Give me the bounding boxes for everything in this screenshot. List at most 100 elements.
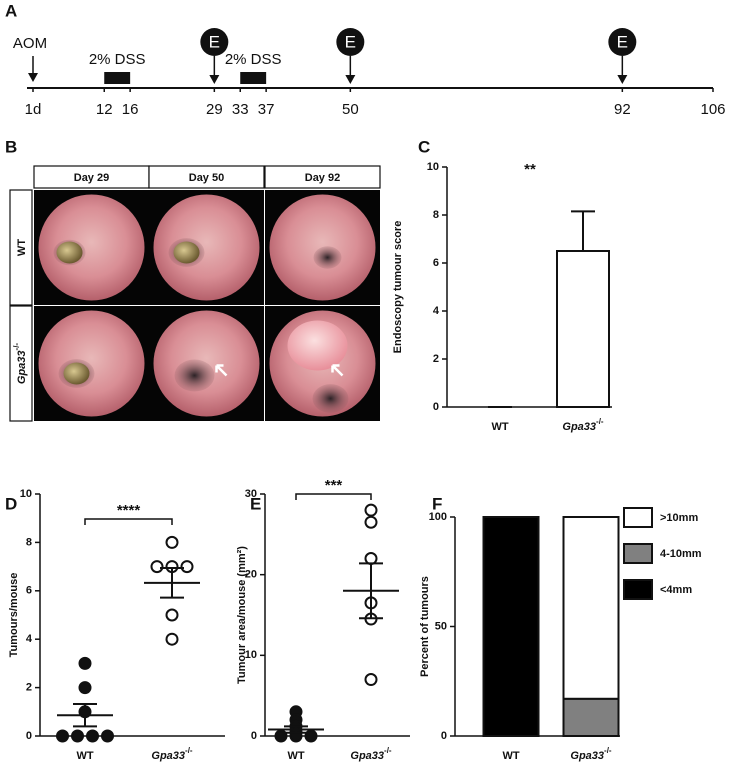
y-tick-label: 0 [251, 730, 257, 742]
data-point [165, 632, 179, 646]
significance-bracket [84, 518, 173, 525]
x-tick-label: WT [491, 421, 508, 433]
bar-segment [562, 516, 620, 700]
data-point [71, 729, 84, 743]
image-arrow [215, 364, 228, 377]
tick-label: 16 [122, 101, 139, 118]
image-stool [63, 362, 90, 385]
category-superscript: -/- [604, 746, 612, 755]
category-name: WT [287, 750, 304, 762]
data-point [56, 729, 69, 743]
x-tick-label: Gpa33-/- [350, 746, 392, 762]
y-tick-label: 0 [26, 730, 32, 742]
x-tick-label: WT [502, 750, 519, 762]
image-arrow [331, 364, 344, 377]
y-axis-label: Tumours/mouse [8, 573, 20, 658]
tick-label: 106 [700, 101, 725, 118]
treatment-bar [104, 72, 131, 84]
row-header-box [9, 305, 33, 422]
category-superscript: -/- [384, 746, 392, 755]
arrow-head [345, 75, 356, 84]
data-point [78, 681, 92, 695]
y-tick-label: 0 [441, 730, 447, 742]
endoscopy-marker [608, 28, 637, 56]
panel-letter: B [5, 137, 17, 156]
data-point [78, 656, 92, 670]
data-point [101, 729, 114, 743]
image-tumour [287, 320, 348, 371]
image-tissue [153, 194, 260, 301]
arrow-head [28, 73, 38, 82]
significance: *** [325, 477, 343, 494]
y-tick-label: 8 [433, 209, 439, 221]
x-tick-label: WT [76, 750, 93, 762]
category-name: WT [502, 750, 519, 762]
sem-bar [73, 703, 97, 728]
panel-letter: A [5, 1, 17, 20]
panel-letter: D [5, 494, 17, 513]
category-superscript: -/- [185, 746, 193, 755]
significance-bracket [295, 493, 372, 500]
image-tissue [38, 194, 145, 301]
row-name: WT [16, 239, 28, 256]
y-axis-label: Endoscopy tumour score [392, 221, 404, 354]
category-superscript: -/- [596, 417, 604, 426]
row-superscript: -/- [12, 343, 21, 351]
row-header: WT [16, 239, 28, 256]
row-name: Gpa33 [16, 350, 28, 384]
data-point [86, 729, 99, 743]
tick-label: 33 [232, 101, 249, 118]
image-tissue [38, 310, 145, 417]
category-name: Gpa33 [570, 750, 604, 762]
tick-label: 92 [614, 101, 631, 118]
data-point [150, 560, 164, 574]
endoscopy-label: E [209, 32, 220, 51]
category-name: WT [491, 421, 508, 433]
legend-label: >10mm [660, 512, 698, 524]
bar-segment [482, 516, 540, 737]
image-lumen [174, 359, 215, 392]
bar-segment [562, 697, 620, 738]
legend-label: <4mm [660, 584, 692, 596]
significance: ** [524, 161, 536, 178]
arrow-head [617, 75, 628, 84]
column-header: Day 50 [189, 172, 224, 184]
y-axis-label: Percent of tumours [419, 576, 431, 677]
legend-swatch [623, 507, 653, 528]
endoscopy-label: E [617, 32, 628, 51]
y-tick-label: 4 [433, 305, 440, 317]
treatment-label: 2% DSS [225, 51, 282, 68]
x-tick-label: WT [287, 750, 304, 762]
y-tick-label: 30 [245, 488, 257, 500]
y-tick-label: 6 [26, 585, 32, 597]
category-name: Gpa33 [350, 750, 384, 762]
y-tick-label: 2 [26, 682, 32, 694]
column-header-box [264, 165, 381, 189]
sem-bar [359, 562, 383, 620]
panel-letter: C [418, 137, 430, 156]
legend-swatch [623, 579, 653, 600]
error-bar [571, 210, 595, 251]
image-stool [173, 241, 200, 264]
y-axis-label: Tumour area/mouse (mm²) [236, 546, 248, 684]
image-lumen [313, 246, 342, 269]
sem-bar [284, 725, 308, 734]
y-tick-label: 4 [26, 633, 33, 645]
sem-bar [160, 567, 184, 599]
image-stool [56, 241, 83, 264]
y-tick-label: 8 [26, 536, 32, 548]
treatment-bar [240, 72, 267, 84]
column-header: Day 92 [305, 172, 340, 184]
arrow-head [209, 75, 220, 84]
y-tick-label: 100 [429, 511, 447, 523]
endoscopy-label: E [345, 32, 356, 51]
category-name: Gpa33 [562, 421, 596, 433]
data-point [165, 608, 179, 622]
y-tick-label: 20 [245, 569, 257, 581]
legend-label: 4-10mm [660, 548, 702, 560]
tick-label: 29 [206, 101, 223, 118]
x-tick-label: Gpa33-/- [151, 746, 193, 762]
y-tick-label: 10 [20, 488, 32, 500]
data-point [180, 560, 194, 574]
